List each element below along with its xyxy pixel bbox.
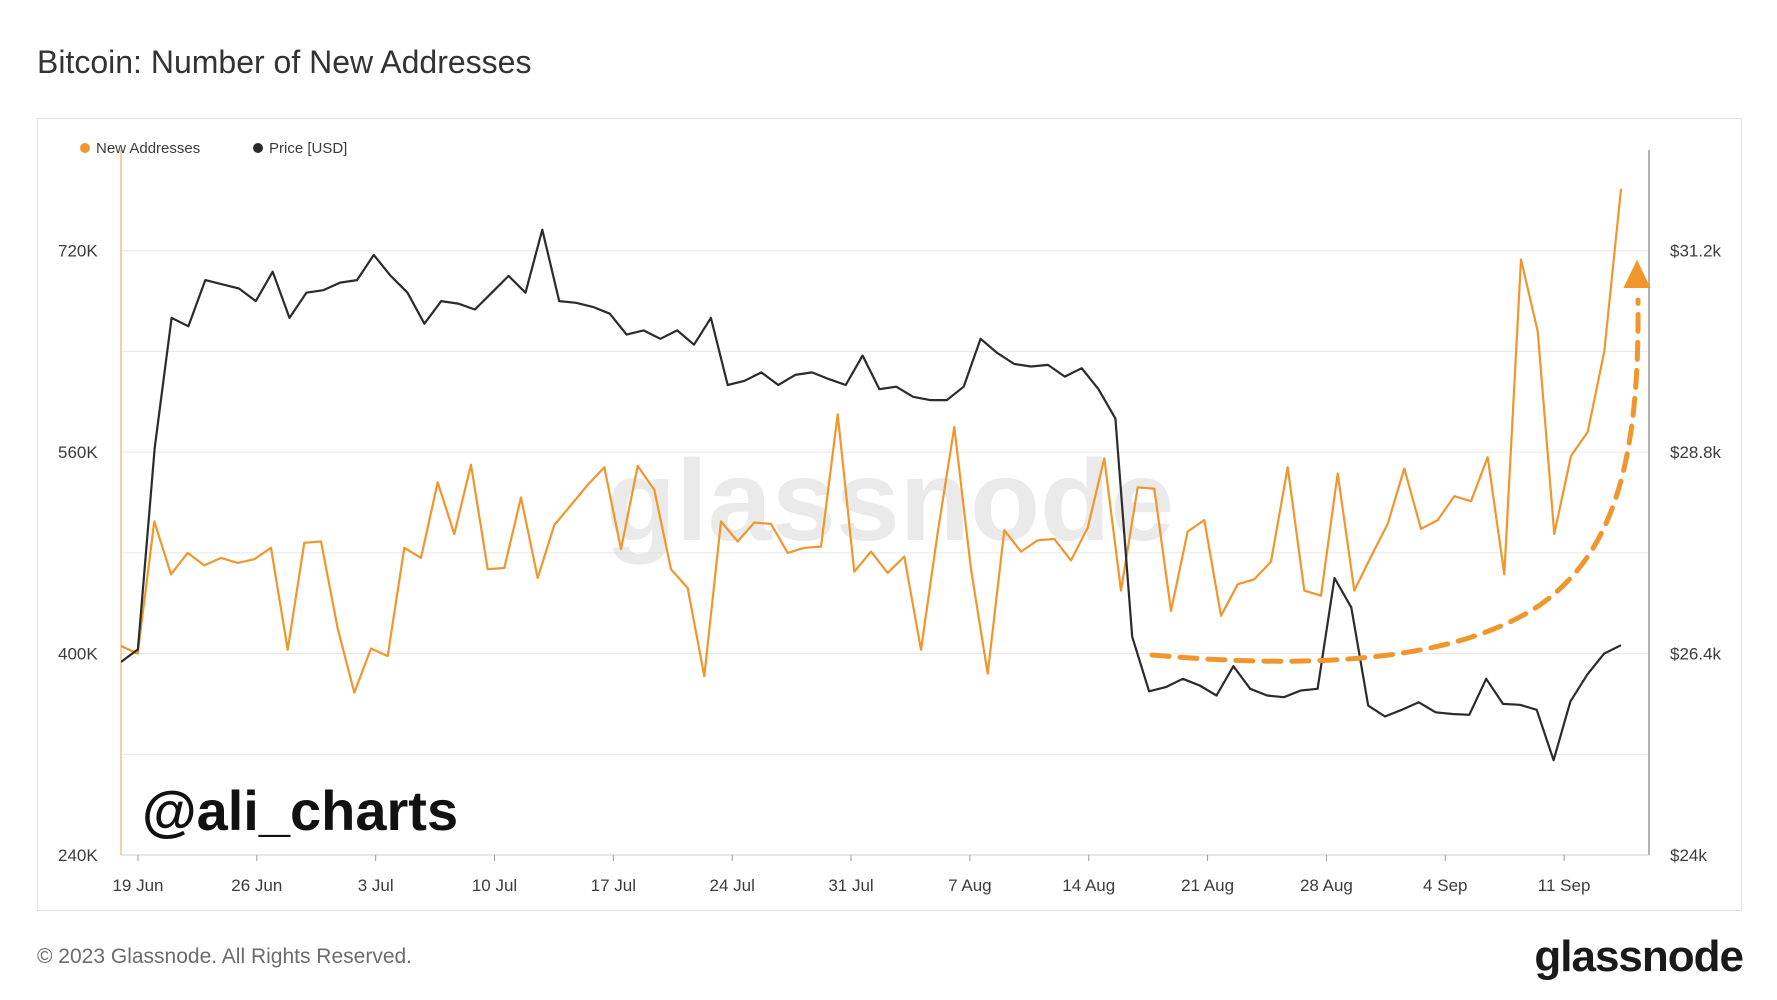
- series-line-new-addresses: [121, 188, 1623, 694]
- y-left-tick-label: 240K: [58, 846, 98, 865]
- legend-swatch-price: [253, 143, 263, 153]
- legend-label-price[interactable]: Price [USD]: [269, 140, 347, 157]
- y-left-tick-label: 560K: [58, 443, 98, 462]
- x-tick-label: 24 Jul: [710, 876, 755, 895]
- series-line-price: [121, 228, 1622, 762]
- y-left-tick-labels: 240K 400K 560K 720K: [58, 242, 98, 865]
- x-tick-label: 4 Sep: [1423, 876, 1467, 895]
- x-tick-label: 31 Jul: [828, 876, 873, 895]
- x-tick-label: 21 Aug: [1181, 876, 1234, 895]
- legend-swatch-new-addresses: [80, 143, 90, 153]
- y-right-tick-label: $26.4k: [1670, 645, 1722, 664]
- x-tick-label: 14 Aug: [1062, 876, 1115, 895]
- legend-label-new-addresses[interactable]: New Addresses: [96, 140, 200, 157]
- author-handle: @ali_charts: [142, 779, 458, 842]
- x-tick-label: 19 Jun: [112, 876, 163, 895]
- series-layer: [121, 188, 1623, 762]
- x-tick-label: 28 Aug: [1300, 876, 1353, 895]
- legend: New Addresses Price [USD]: [80, 140, 347, 157]
- y-left-tick-label: 720K: [58, 242, 98, 261]
- x-tick-label: 7 Aug: [948, 876, 992, 895]
- y-right-tick-label: $28.8k: [1670, 443, 1722, 462]
- x-tick-label: 10 Jul: [472, 876, 517, 895]
- chart-title: Bitcoin: Number of New Addresses: [37, 44, 532, 80]
- x-tick-label: 26 Jun: [231, 876, 282, 895]
- trend-annotation: [1149, 259, 1651, 664]
- copyright-text: © 2023 Glassnode. All Rights Reserved.: [37, 945, 413, 968]
- x-tick-labels: 19 Jun 26 Jun 3 Jul 10 Jul 17 Jul 24 Jul 31 Ju…: [112, 876, 1590, 895]
- trend-arrow-head: [1623, 259, 1651, 288]
- axes: [120, 150, 1650, 861]
- trend-arrow-line: [1149, 297, 1641, 664]
- chart-frame: [37, 118, 1742, 911]
- watermark-text: glassnode: [606, 437, 1175, 565]
- brand-logo: glassnode: [1534, 932, 1744, 981]
- x-tick-label: 17 Jul: [591, 876, 636, 895]
- y-right-tick-labels: $24k $26.4k $28.8k $31.2k: [1670, 242, 1722, 865]
- x-tick-label: 11 Sep: [1538, 876, 1591, 895]
- y-right-tick-label: $24k: [1670, 846, 1707, 865]
- y-left-tick-label: 400K: [58, 645, 98, 664]
- x-tick-label: 3 Jul: [358, 876, 394, 895]
- y-right-tick-label: $31.2k: [1670, 242, 1722, 261]
